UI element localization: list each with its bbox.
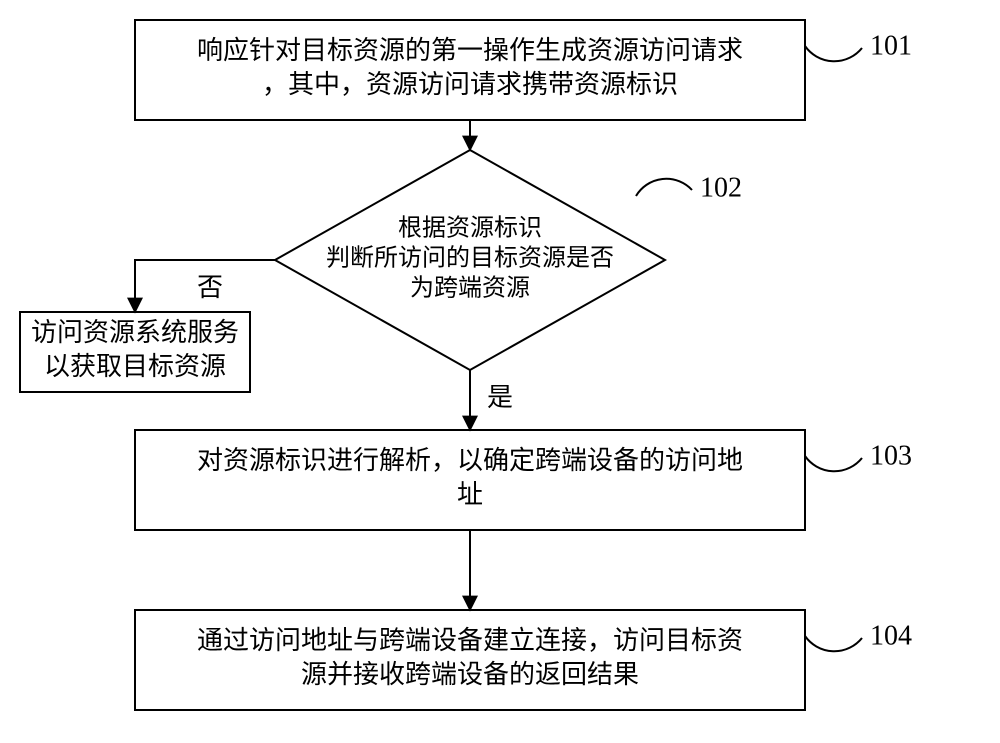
decision-102-line3: 为跨端资源 [410,275,530,302]
decision-102-line2: 判断所访问的目标资源是否 [326,245,614,272]
edge-102-103-label: 是 [487,383,513,412]
step-103-line2: 址 [457,480,483,509]
step-104-leader [805,636,862,651]
decision-102-line1: 根据资源标识 [398,215,542,242]
decision-102-label: 102 [700,172,742,203]
step-101-line2: ，其中，资源访问请求携带资源标识 [262,70,678,99]
step-104-line2: 源并接收跨端设备的返回结果 [301,660,639,689]
step-101-label: 101 [870,30,912,61]
step-101: 响应针对目标资源的第一操作生成资源访问请求 ，其中，资源访问请求携带资源标识 1… [135,20,912,120]
step-104: 通过访问地址与跨端设备建立连接，访问目标资 源并接收跨端设备的返回结果 104 [135,610,912,710]
decision-102-leader [636,179,692,196]
step-no-branch: 访问资源系统服务 以获取目标资源 [20,312,250,392]
step-101-leader [805,46,862,61]
step-no-line2: 以获取目标资源 [44,352,226,381]
decision-102: 根据资源标识 判断所访问的目标资源是否 为跨端资源 102 [275,150,742,370]
edge-102-no-label: 否 [197,273,223,302]
step-103-label: 103 [870,440,912,471]
step-101-line1: 响应针对目标资源的第一操作生成资源访问请求 [197,36,743,65]
step-104-line1: 通过访问地址与跨端设备建立连接，访问目标资 [197,626,743,655]
step-103-line1: 对资源标识进行解析，以确定跨端设备的访问地 [197,446,743,475]
step-103: 对资源标识进行解析，以确定跨端设备的访问地 址 103 [135,430,912,530]
step-103-leader [805,456,862,471]
step-104-label: 104 [870,620,912,651]
step-no-line1: 访问资源系统服务 [31,318,239,347]
